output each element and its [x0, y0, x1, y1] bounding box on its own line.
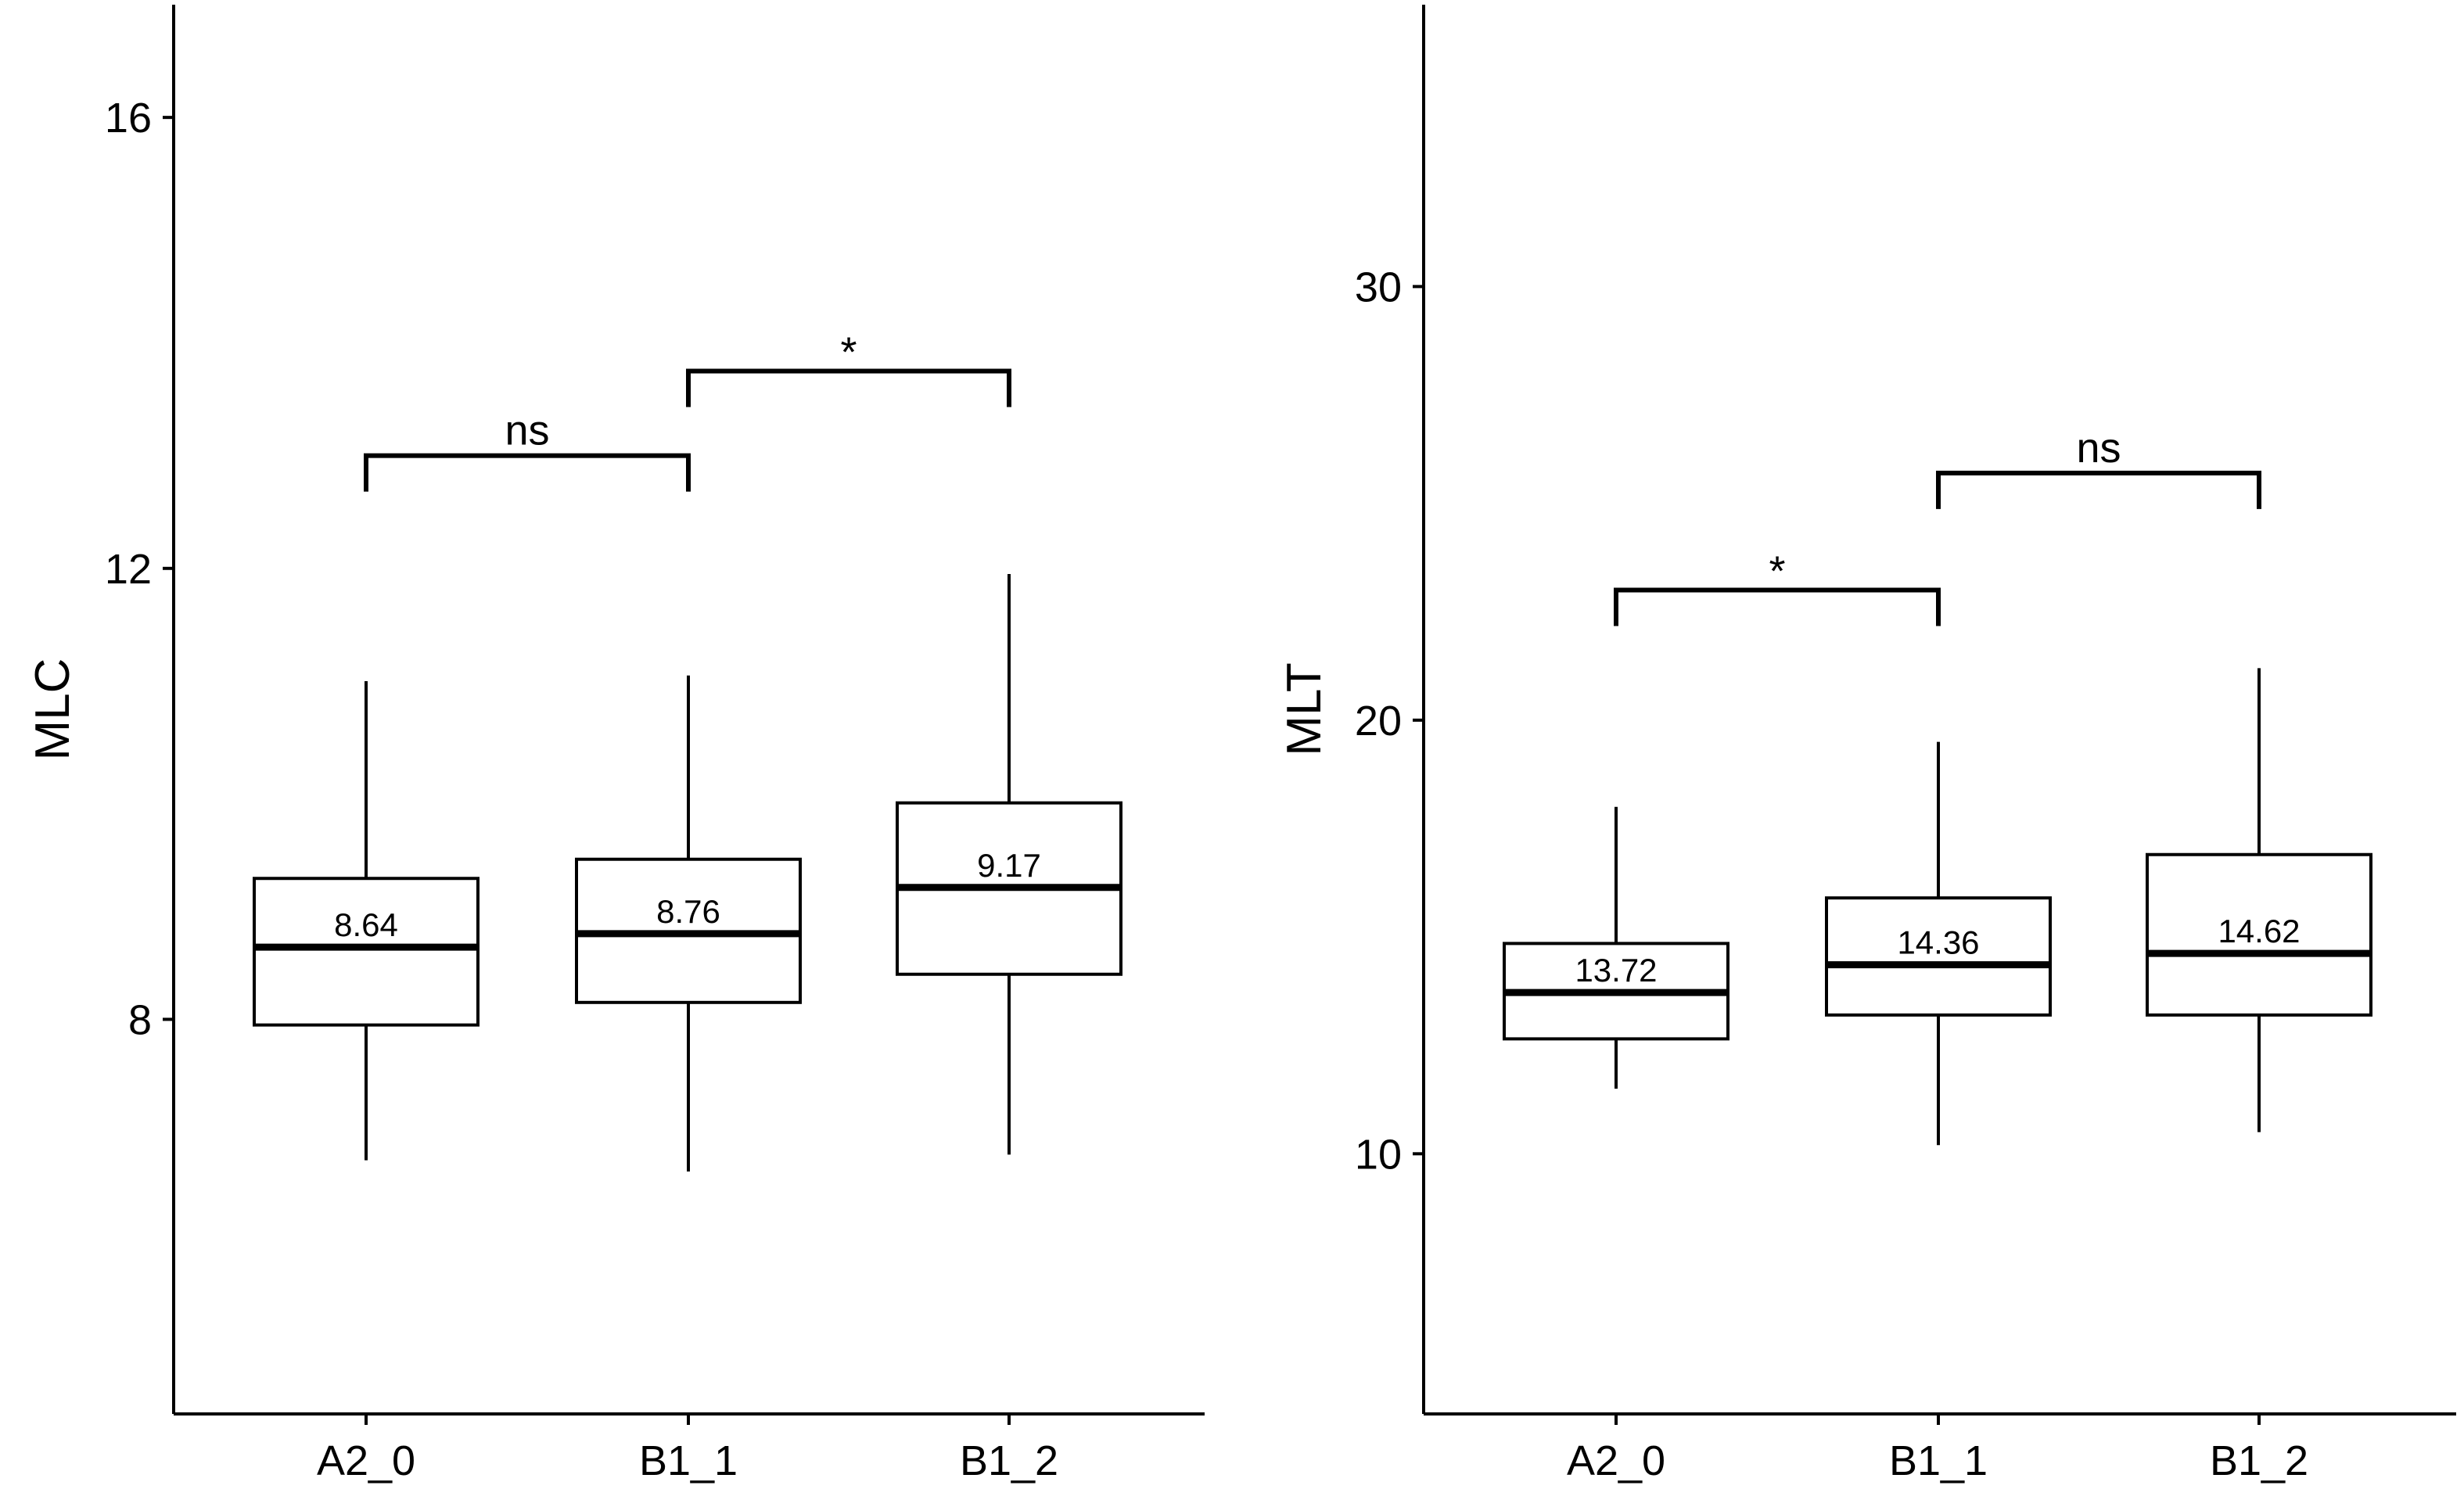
box-iqr	[1825, 896, 2052, 1017]
x-tick-label: B1_1	[639, 1437, 738, 1484]
y-tick-label: 8	[128, 996, 152, 1043]
median-value-label: 14.36	[1897, 924, 1979, 961]
y-tick-label: 20	[1355, 698, 1402, 745]
median-value-label: 8.76	[656, 893, 720, 930]
y-tick-label: 30	[1355, 264, 1402, 310]
significance-bracket	[1614, 587, 1941, 626]
significance-label: ns	[2076, 425, 2121, 472]
y-tick-label: 16	[105, 95, 152, 142]
significance-bracket	[1936, 470, 2261, 509]
x-tick-label: B1_1	[1889, 1437, 1988, 1484]
median-value-label: 8.64	[334, 906, 398, 943]
x-tick-label: A2_0	[317, 1437, 415, 1484]
box-iqr	[2146, 852, 2372, 1017]
significance-label: *	[840, 329, 857, 376]
y-tick-label: 10	[1355, 1131, 1402, 1178]
median-value-label: 14.62	[2218, 913, 2300, 949]
y-tick-label: 12	[105, 546, 152, 593]
significance-label: *	[1769, 548, 1785, 595]
box-iqr	[253, 877, 480, 1027]
median-value-label: 9.17	[977, 847, 1041, 884]
significance-label: ns	[505, 407, 549, 454]
y-axis-title: MLT	[1277, 662, 1331, 755]
y-axis-title: MLC	[26, 658, 80, 761]
x-tick-label: B1_2	[2210, 1437, 2308, 1484]
significance-bracket	[686, 368, 1011, 407]
median-value-label: 13.72	[1575, 952, 1657, 989]
x-tick-label: A2_0	[1567, 1437, 1665, 1484]
significance-bracket	[364, 453, 691, 492]
x-tick-label: B1_2	[960, 1437, 1058, 1484]
